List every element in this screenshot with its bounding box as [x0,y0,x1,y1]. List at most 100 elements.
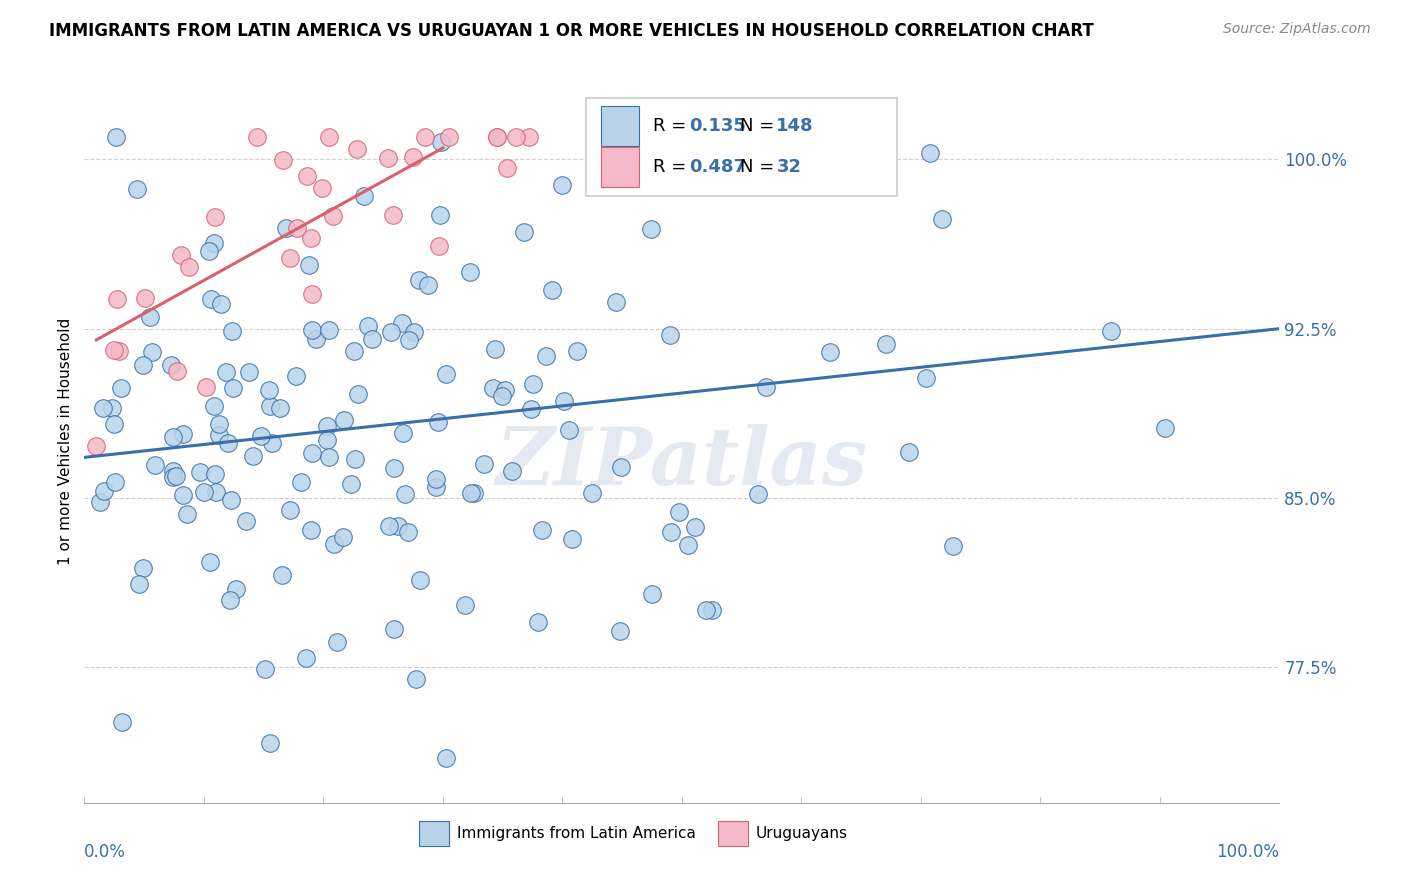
Point [346,387,368,401]
Point [638,129,661,144]
Point [558,423,581,437]
Point [640,221,662,235]
Point [454,599,477,613]
Point [125,182,148,196]
Point [172,488,194,502]
Point [522,377,544,392]
Point [221,493,243,508]
Point [747,487,769,501]
Point [166,364,188,378]
Point [204,211,226,225]
Point [605,295,627,310]
Point [103,417,125,431]
Point [517,129,540,144]
Text: 100.0%: 100.0% [1216,843,1279,861]
Point [550,178,572,192]
Point [249,428,271,442]
Point [84,438,107,452]
Point [755,380,778,394]
Point [318,323,340,337]
Point [463,485,485,500]
Point [208,427,231,442]
Point [384,460,406,475]
Point [209,297,232,311]
Point [484,342,506,356]
Point [270,568,292,582]
Point [402,151,425,165]
Point [170,248,193,262]
Point [195,380,218,394]
Point [316,434,339,448]
Point [481,381,503,395]
FancyBboxPatch shape [600,147,638,186]
Point [418,277,440,292]
Point [486,129,509,144]
Point [494,383,516,397]
Point [128,577,150,591]
Point [298,258,321,272]
Point [553,393,575,408]
Point [460,485,482,500]
FancyBboxPatch shape [600,106,638,145]
Point [429,135,451,149]
Point [235,514,257,528]
Point [162,470,184,484]
Text: R =: R = [654,117,692,135]
Point [204,467,226,481]
Point [132,560,155,574]
Point [378,518,401,533]
Point [513,225,536,239]
Point [695,603,717,617]
Point [284,369,307,384]
Point [89,495,111,509]
Point [434,368,457,382]
FancyBboxPatch shape [718,821,748,847]
Point [93,483,115,498]
Point [165,469,187,483]
Point [1153,421,1175,435]
Point [141,345,163,359]
Point [301,446,323,460]
Point [343,451,366,466]
Point [246,130,269,145]
Point [202,235,225,250]
Point [132,358,155,372]
Point [413,129,436,144]
Point [875,337,897,351]
Point [193,485,215,500]
Text: Source: ZipAtlas.com: Source: ZipAtlas.com [1223,22,1371,37]
Point [260,436,283,450]
Point [609,624,631,638]
Point [172,427,194,442]
Point [439,129,461,144]
Point [225,582,247,597]
Point [200,292,222,306]
Point [425,480,447,494]
Point [427,239,450,253]
Point [215,365,238,379]
Point [668,506,690,520]
Point [188,466,211,480]
Point [472,457,495,471]
Point [301,287,323,301]
Point [301,323,323,337]
FancyBboxPatch shape [586,98,897,196]
Point [100,401,122,415]
Point [197,244,219,259]
Point [501,463,523,477]
Point [318,450,340,465]
Point [105,293,128,307]
Point [409,573,432,587]
Text: N =: N = [741,117,780,135]
Point [683,520,706,534]
Point [425,472,447,486]
Point [295,651,318,665]
Point [405,672,427,686]
Point [429,209,451,223]
Point [641,587,664,601]
Point [269,401,291,415]
Point [160,359,183,373]
Text: 32: 32 [776,158,801,176]
Text: IMMIGRANTS FROM LATIN AMERICA VS URUGUAYAN 1 OR MORE VEHICLES IN HOUSEHOLD CORRE: IMMIGRANTS FROM LATIN AMERICA VS URUGUAY… [49,22,1094,40]
Point [491,389,513,403]
